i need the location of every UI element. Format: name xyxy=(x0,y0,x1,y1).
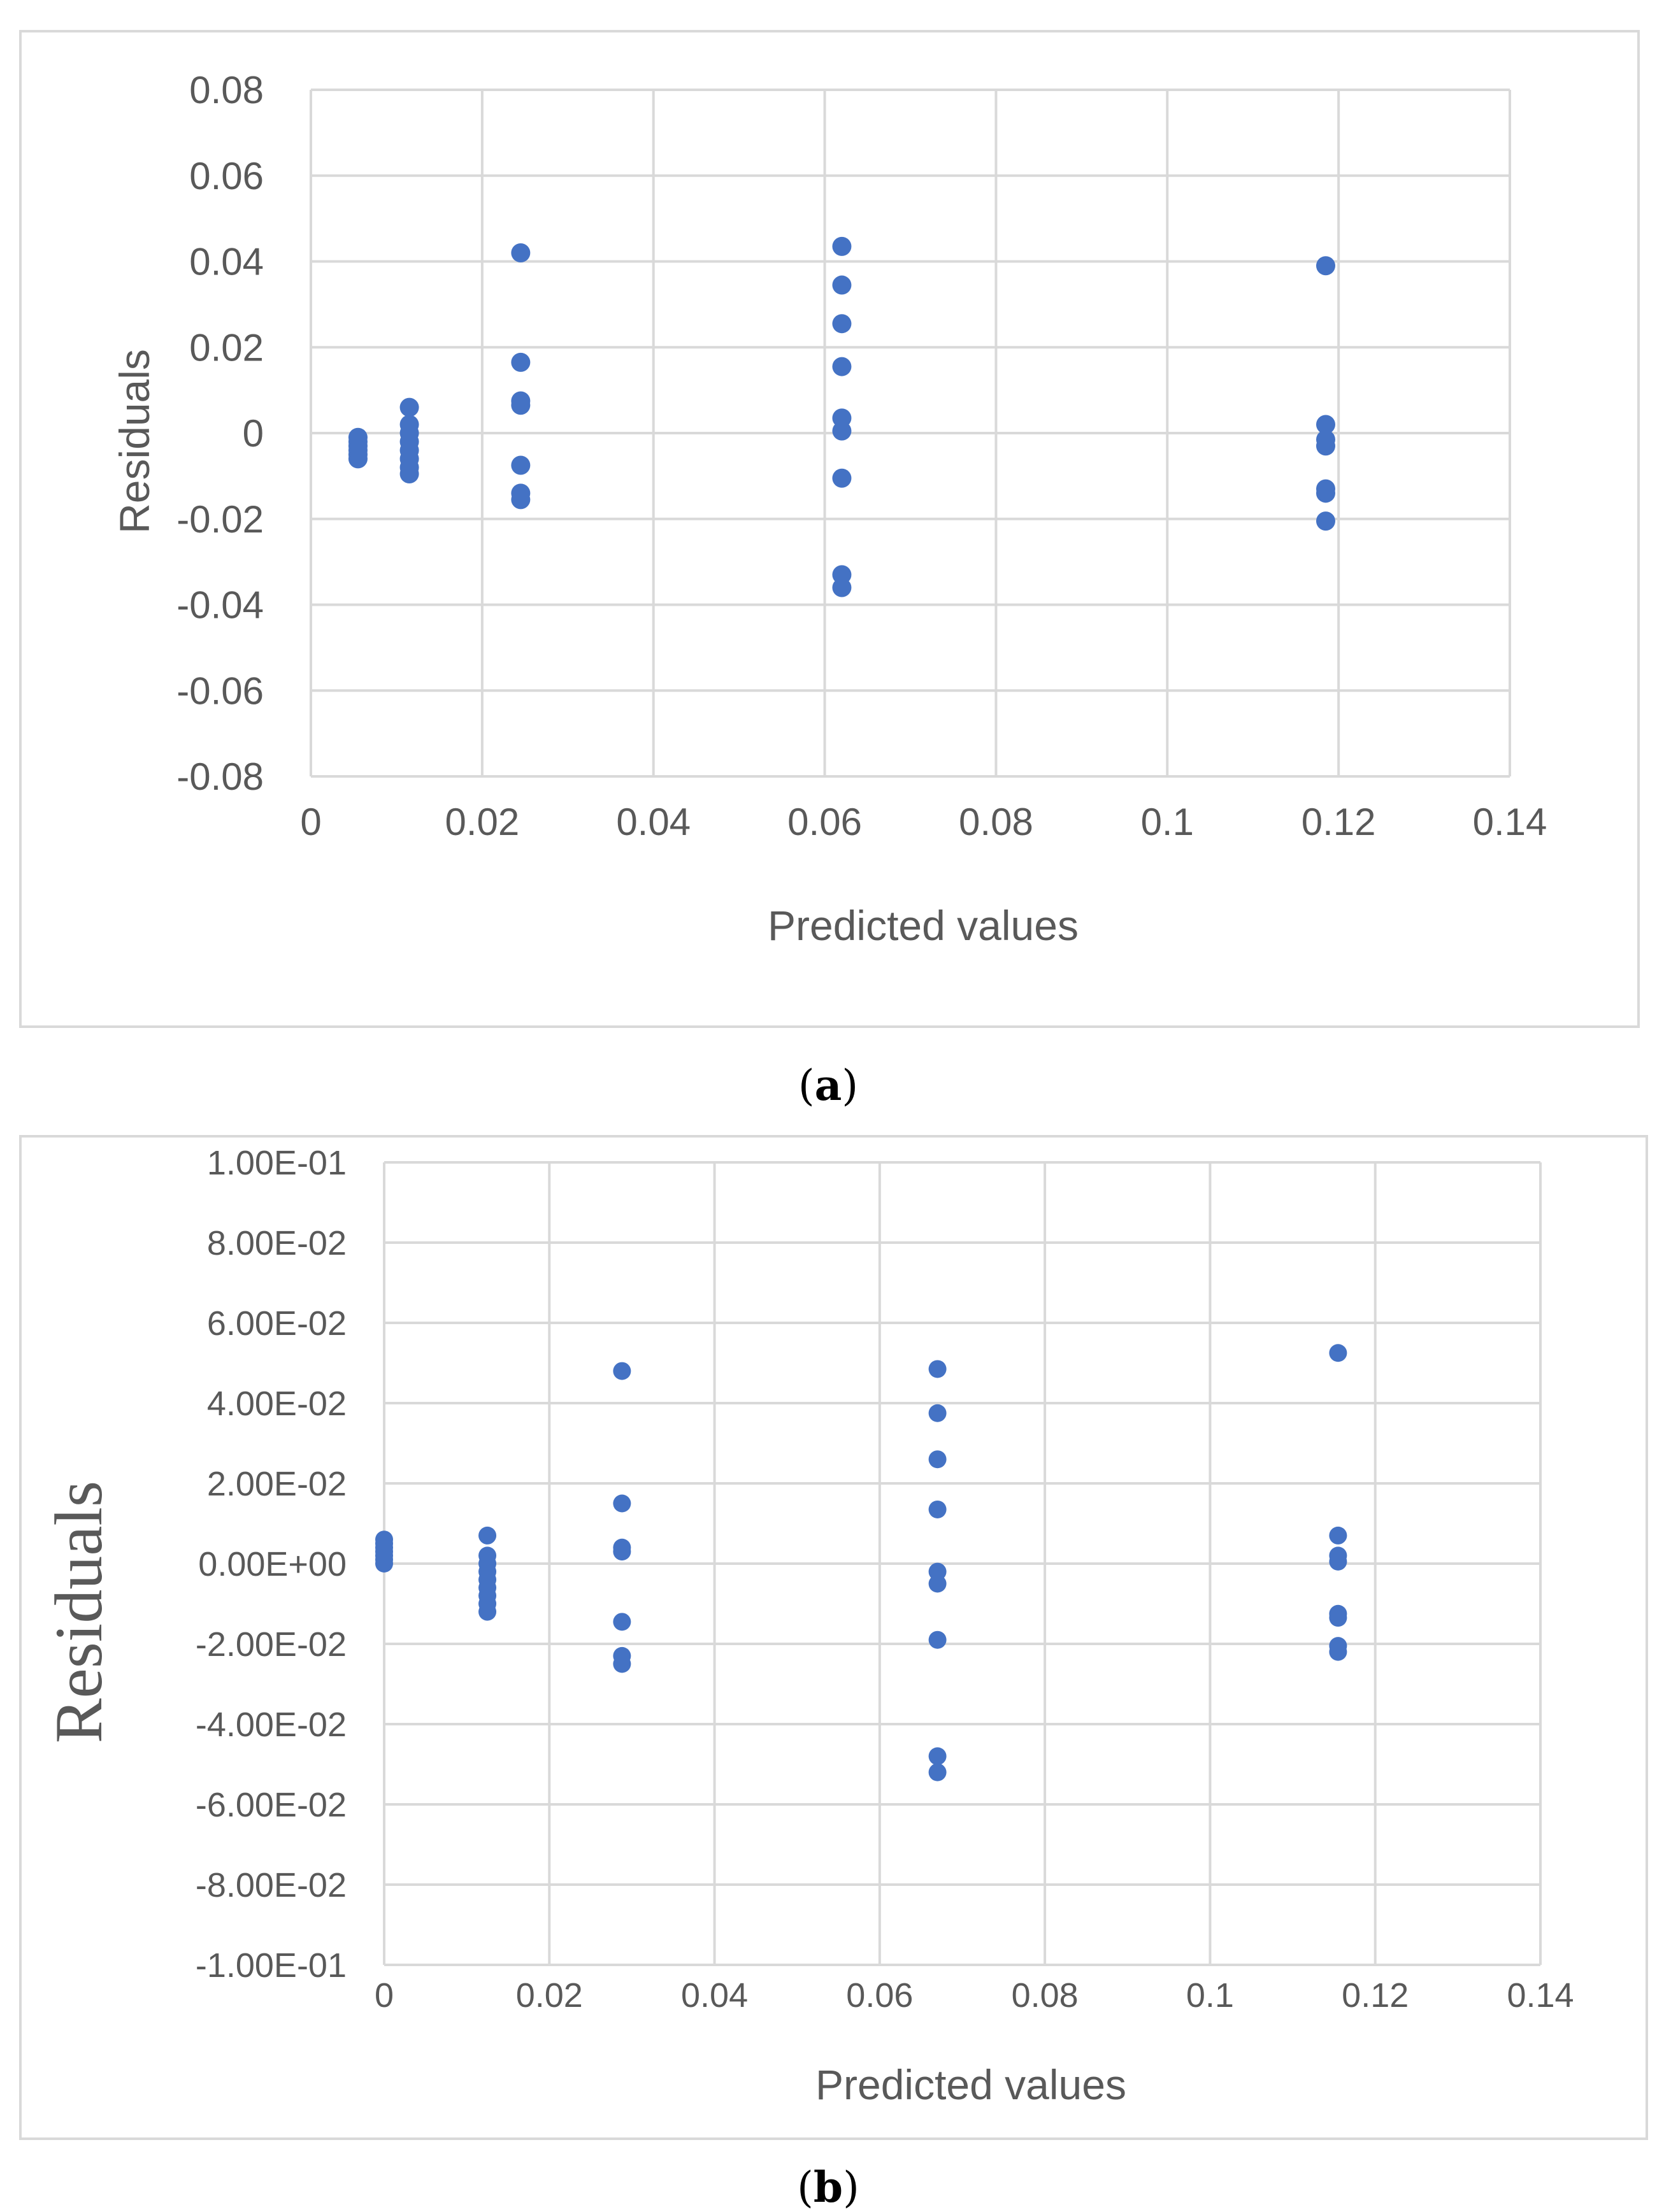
data-point xyxy=(1329,1344,1347,1362)
x-tick-label: 0 xyxy=(300,801,321,843)
data-point xyxy=(832,357,852,376)
data-point xyxy=(613,1362,631,1380)
data-point xyxy=(928,1404,947,1422)
data-point xyxy=(1316,511,1335,531)
x-axis-label-b: Predicted values xyxy=(815,2061,1126,2108)
data-points-a xyxy=(348,236,1335,597)
data-point xyxy=(928,1630,947,1649)
gridlines-a xyxy=(310,89,1511,778)
data-point xyxy=(613,1494,631,1513)
data-point xyxy=(511,490,531,510)
x-tick-label: 0.14 xyxy=(1473,801,1547,843)
scatter-chart-b: -1.00E-01 -8.00E-02 -6.00E-02 -4.00E-02 -2.0… xyxy=(41,1144,1574,2108)
data-point xyxy=(1329,1526,1347,1545)
data-point xyxy=(832,275,852,295)
y-axis-label-b: Residuals xyxy=(41,1481,116,1743)
data-points-b xyxy=(375,1344,1347,1781)
data-point xyxy=(1316,256,1335,276)
data-point xyxy=(1329,1609,1347,1627)
y-tick-label: 0.04 xyxy=(189,241,264,283)
data-point xyxy=(1329,1643,1347,1661)
x-tick-label: 0.06 xyxy=(787,801,862,843)
y-tick-labels-b: -1.00E-01 -8.00E-02 -6.00E-02 -4.00E-02 -2.0… xyxy=(196,1144,347,1985)
y-tick-label: -1.00E-01 xyxy=(196,1946,347,1985)
data-point xyxy=(1316,436,1335,456)
y-tick-label: -0.06 xyxy=(176,669,264,712)
data-point xyxy=(478,1526,497,1545)
data-point xyxy=(1316,415,1335,434)
data-point xyxy=(511,352,531,372)
data-point xyxy=(613,1655,631,1673)
x-tick-label: 0.02 xyxy=(516,1976,583,2015)
data-point xyxy=(399,397,419,417)
data-point xyxy=(832,468,852,488)
data-point xyxy=(511,455,531,475)
caption-a: (a) xyxy=(798,1060,859,1110)
x-tick-label: 0.04 xyxy=(681,1976,748,2015)
x-tick-label: 0 xyxy=(375,1976,394,2015)
y-tick-label: 1.00E-01 xyxy=(207,1144,347,1182)
x-axis-label-a: Predicted values xyxy=(768,902,1079,949)
x-tick-label: 0.08 xyxy=(959,801,1033,843)
y-tick-label: 4.00E-02 xyxy=(207,1385,347,1423)
data-point xyxy=(375,1555,393,1573)
x-tick-label: 0.14 xyxy=(1507,1976,1574,2015)
y-tick-label: -6.00E-02 xyxy=(196,1786,347,1824)
y-tick-label: 2.00E-02 xyxy=(207,1465,347,1503)
x-tick-label: 0.12 xyxy=(1342,1976,1409,2015)
data-point xyxy=(832,578,852,597)
y-tick-label: 6.00E-02 xyxy=(207,1304,347,1343)
x-tick-labels-a: 0 0.02 0.04 0.06 0.08 0.1 0.12 0.14 xyxy=(300,801,1547,843)
y-tick-label: 0.06 xyxy=(189,155,264,197)
x-tick-label: 0.1 xyxy=(1141,801,1194,843)
y-axis-label-a: Residuals xyxy=(111,349,158,534)
data-point xyxy=(928,1763,947,1781)
data-point xyxy=(348,449,368,469)
data-point xyxy=(399,464,419,484)
x-tick-labels-b: 0 0.02 0.04 0.06 0.08 0.1 0.12 0.14 xyxy=(375,1976,1574,2015)
x-tick-label: 0.06 xyxy=(846,1976,913,2015)
data-point xyxy=(928,1574,947,1593)
y-tick-label: -4.00E-02 xyxy=(196,1706,347,1744)
y-tick-label: 8.00E-02 xyxy=(207,1224,347,1262)
x-tick-label: 0.02 xyxy=(445,801,519,843)
data-point xyxy=(928,1500,947,1518)
y-tick-label: -0.02 xyxy=(176,498,264,541)
chart-panel-b: -1.00E-01 -8.00E-02 -6.00E-02 -4.00E-02 -2.0… xyxy=(19,1135,1648,2140)
y-tick-label: 0.08 xyxy=(189,69,264,111)
data-point xyxy=(928,1747,947,1766)
y-tick-label: -0.08 xyxy=(176,755,264,798)
x-tick-label: 0.12 xyxy=(1302,801,1376,843)
x-tick-label: 0.04 xyxy=(616,801,691,843)
gridlines-b xyxy=(383,1161,1542,1966)
y-tick-label: 0 xyxy=(243,412,264,455)
y-tick-label: 0.00E+00 xyxy=(198,1545,347,1583)
data-point xyxy=(1316,483,1335,503)
x-tick-label: 0.1 xyxy=(1186,1976,1234,2015)
y-tick-label: -2.00E-02 xyxy=(196,1625,347,1664)
data-point xyxy=(832,314,852,334)
data-point xyxy=(511,396,531,415)
caption-b: (b) xyxy=(797,2162,859,2212)
data-point xyxy=(928,1360,947,1378)
data-point xyxy=(832,421,852,441)
y-tick-label: 0.02 xyxy=(189,326,264,369)
data-point xyxy=(1329,1552,1347,1571)
data-point xyxy=(613,1543,631,1561)
x-tick-label: 0.08 xyxy=(1012,1976,1079,2015)
y-tick-label: -8.00E-02 xyxy=(196,1866,347,1904)
data-point xyxy=(478,1602,497,1621)
data-point xyxy=(613,1613,631,1631)
data-point xyxy=(928,1450,947,1469)
data-point xyxy=(832,236,852,256)
y-tick-label: -0.04 xyxy=(176,584,264,627)
data-point xyxy=(511,243,531,263)
y-tick-labels-a: -0.08 -0.06 -0.04 -0.02 0 0.02 0.04 0.06 0.08 xyxy=(176,69,264,798)
